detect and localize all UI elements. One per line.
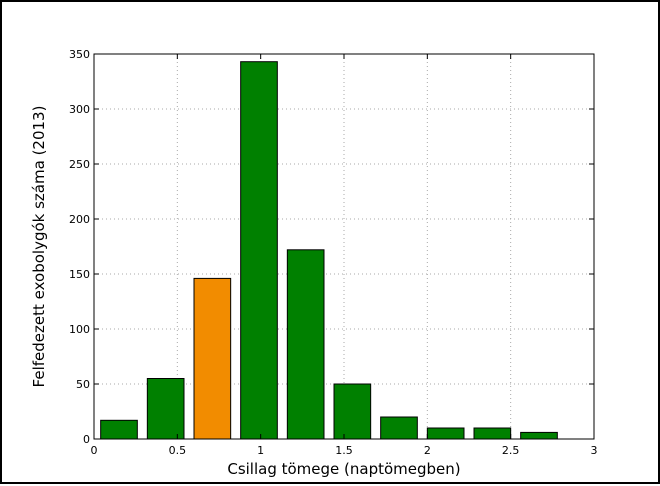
x-tick-label: 0 [91,444,98,457]
bar [100,419,138,440]
bar [286,249,325,440]
x-tick-labels: 0 0.5 1 1.5 2 2.5 3 [91,444,598,457]
x-tick-label: 0.5 [169,444,187,457]
x-tick-label: 2 [424,444,431,457]
bar [380,416,418,440]
y-axis-label: Felfedezett exobolygók száma (2013) [30,106,48,388]
y-tick-label: 100 [69,323,90,336]
y-tick-label: 350 [69,48,90,61]
bar [520,431,558,440]
x-tick-label: 2.5 [502,444,520,457]
y-tick-labels: 0 50 100 150 200 250 300 350 [69,48,90,446]
bar [426,427,465,440]
x-axis-label: Csillag tömege (naptömegben) [227,460,460,478]
y-tick-label: 150 [69,268,90,281]
bars [100,61,558,440]
bar [146,378,185,440]
bar [333,383,372,440]
bar [473,427,512,440]
y-tick-label: 250 [69,158,90,171]
y-tick-label: 300 [69,103,90,116]
y-tick-label: 200 [69,213,90,226]
x-tick-label: 3 [591,444,598,457]
x-tick-label: 1.5 [335,444,353,457]
x-tick-label: 1 [257,444,264,457]
axis-ticks [93,53,595,440]
bar [193,277,232,440]
y-tick-label: 0 [83,433,90,446]
y-tick-label: 50 [76,378,90,391]
bar [240,61,278,440]
